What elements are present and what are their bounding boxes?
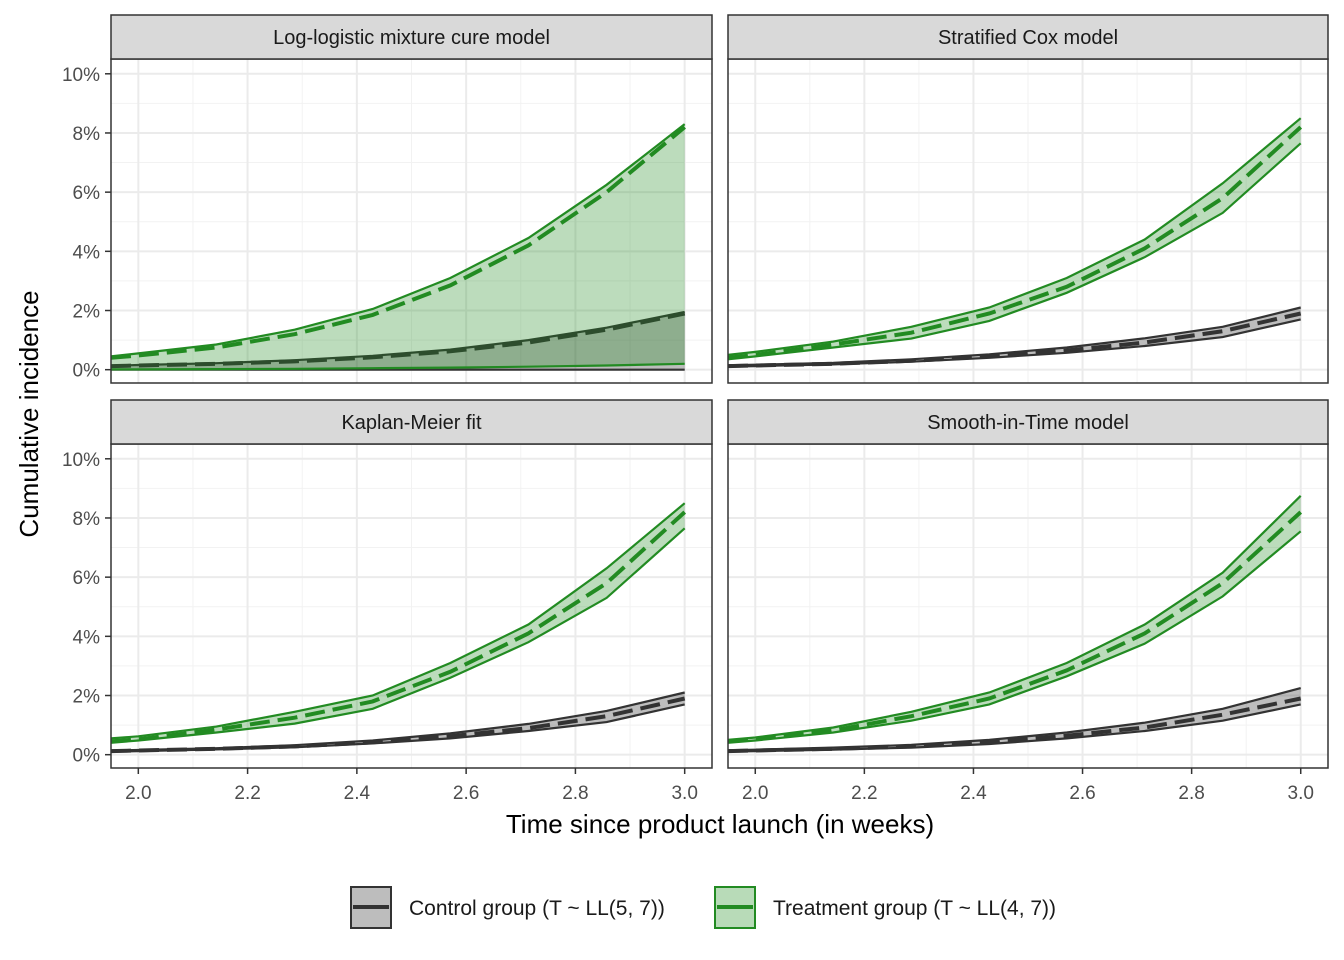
- y-tick-label: 6%: [73, 568, 101, 589]
- facet-title: Stratified Cox model: [938, 27, 1118, 49]
- y-tick-label: 0%: [73, 361, 101, 382]
- treatment-estimate-line: [727, 125, 1303, 360]
- x-tick-label: 2.4: [344, 783, 371, 804]
- y-tick-label: 0%: [73, 746, 101, 767]
- treatment-estimate-line: [110, 125, 686, 360]
- treatment-lower-bound-line: [727, 530, 1302, 744]
- facet-title: Log-logistic mixture cure model: [273, 27, 550, 49]
- treatment-ci-ribbon: [111, 124, 685, 370]
- treatment-lower-bound-line: [110, 527, 686, 744]
- x-tick-label: 2.8: [562, 783, 588, 804]
- plot-area: [110, 59, 712, 383]
- treatment-upper-bound-line: [110, 502, 686, 740]
- facet-strip: [110, 399, 713, 445]
- facet-title: Kaplan-Meier fit: [341, 412, 482, 434]
- treatment-lower-bound-line: [111, 362, 685, 371]
- legend-label-control: Control group (T ~ LL(5, 7)): [409, 897, 665, 920]
- x-tick-label: 2.6: [1069, 783, 1095, 804]
- legend: Control group (T ~ LL(5, 7)) Treatment g…: [350, 886, 1056, 929]
- plot-area: [110, 444, 712, 768]
- y-tick-label: 2%: [73, 302, 101, 323]
- x-tick-label: 3.0: [1288, 783, 1314, 804]
- y-tick-label: 4%: [73, 242, 101, 263]
- y-tick-label: 8%: [73, 124, 101, 145]
- treatment-estimate-line: [727, 510, 1303, 744]
- panel-2: Kaplan-Meier fit 0% 2% 4% 6% 8% 10% 2.0 2.2 2.4 2.…: [62, 399, 713, 804]
- x-axis-title: Time since product launch (in weeks): [506, 809, 934, 839]
- panel-0: Log-logistic mixture cure model 0% 2% 4% 6% 8…: [62, 14, 713, 384]
- facet-strip: [110, 14, 713, 60]
- y-axis-title: Cumulative incidence: [14, 290, 44, 537]
- x-tick-label: 2.0: [125, 783, 151, 804]
- treatment-ci-ribbon: [111, 503, 685, 743]
- treatment-upper-bound-line: [727, 117, 1302, 356]
- treatment-upper-bound-line: [727, 495, 1302, 741]
- x-tick-label: 2.8: [1178, 783, 1204, 804]
- treatment-ci-ribbon: [728, 495, 1301, 743]
- facet-strip: [727, 14, 1329, 60]
- chart-panels: Log-logistic mixture cure model 0% 2% 4% 6% 8…: [62, 14, 1329, 804]
- y-tick-label: 4%: [73, 627, 101, 648]
- control-estimate-line: [727, 311, 1302, 369]
- y-tick-label: 6%: [73, 183, 101, 204]
- x-tick-label: 2.6: [453, 783, 479, 804]
- x-tick-label: 2.0: [742, 783, 768, 804]
- panel-1: Stratified Cox model: [727, 14, 1329, 384]
- control-upper-bound-line: [727, 306, 1301, 367]
- control-estimate-line: [727, 696, 1302, 754]
- control-estimate-line: [110, 311, 686, 369]
- x-tick-label: 3.0: [671, 783, 697, 804]
- x-tick-label: 2.2: [851, 783, 877, 804]
- control-upper-bound-line: [727, 687, 1301, 752]
- plot-area: [727, 444, 1328, 768]
- y-tick-label: 8%: [73, 509, 101, 530]
- y-tick-label: 2%: [73, 687, 101, 708]
- x-tick-label: 2.2: [234, 783, 260, 804]
- y-tick-label: 10%: [62, 450, 100, 471]
- legend-label-treatment: Treatment group (T ~ LL(4, 7)): [773, 897, 1056, 920]
- control-ci-ribbon: [111, 312, 685, 370]
- facet-strip: [727, 399, 1329, 445]
- panel-3: Smooth-in-Time model 2.0 2.2 2.4 2.6 2.8 3.0: [727, 399, 1329, 804]
- treatment-estimate-line: [110, 510, 687, 744]
- y-tick-label: 10%: [62, 65, 100, 86]
- plot-area: [727, 59, 1328, 383]
- facet-title: Smooth-in-Time model: [927, 412, 1129, 434]
- control-estimate-line: [110, 696, 686, 754]
- treatment-upper-bound-line: [110, 123, 686, 358]
- x-tick-label: 2.4: [960, 783, 987, 804]
- treatment-lower-bound-line: [727, 142, 1302, 361]
